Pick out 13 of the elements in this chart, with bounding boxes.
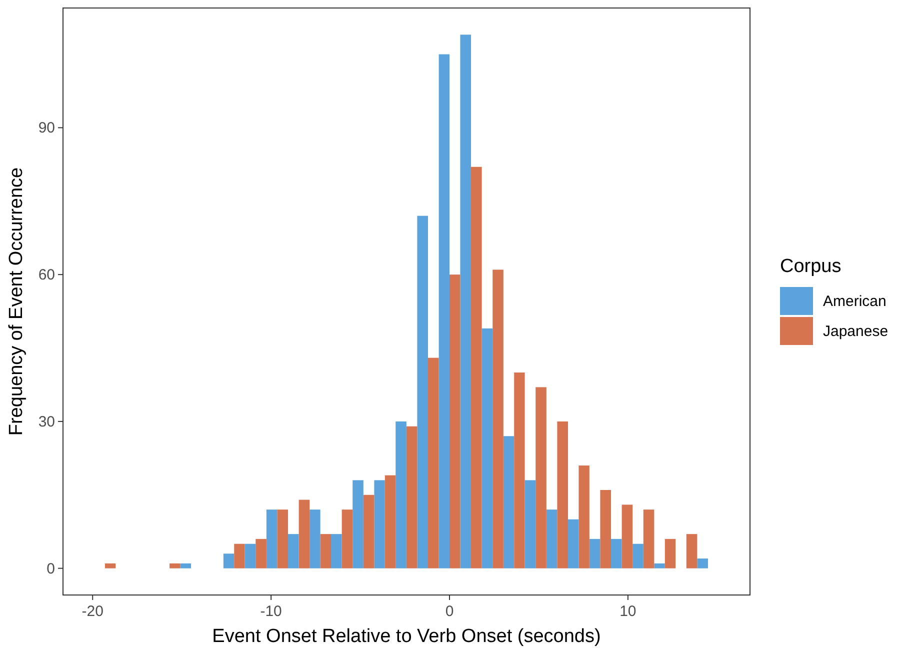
x-tick-label: 0 <box>445 603 454 620</box>
legend-label: Japanese <box>823 323 888 340</box>
legend-title: Corpus <box>780 256 842 277</box>
y-axis-title: Frequency of Event Occurrence <box>6 167 27 436</box>
x-tick-label: -20 <box>82 603 104 620</box>
x-tick-label: -10 <box>260 603 282 620</box>
y-tick-label: 90 <box>38 120 55 137</box>
y-tick-label: 30 <box>38 413 55 430</box>
y-tick-label: 60 <box>38 266 55 284</box>
legend-label: American <box>823 293 886 310</box>
x-tick-label: 10 <box>620 603 636 620</box>
y-tick-label: 0 <box>46 560 55 578</box>
x-axis-title: Event Onset Relative to Verb Onset (seconds) <box>212 626 601 647</box>
